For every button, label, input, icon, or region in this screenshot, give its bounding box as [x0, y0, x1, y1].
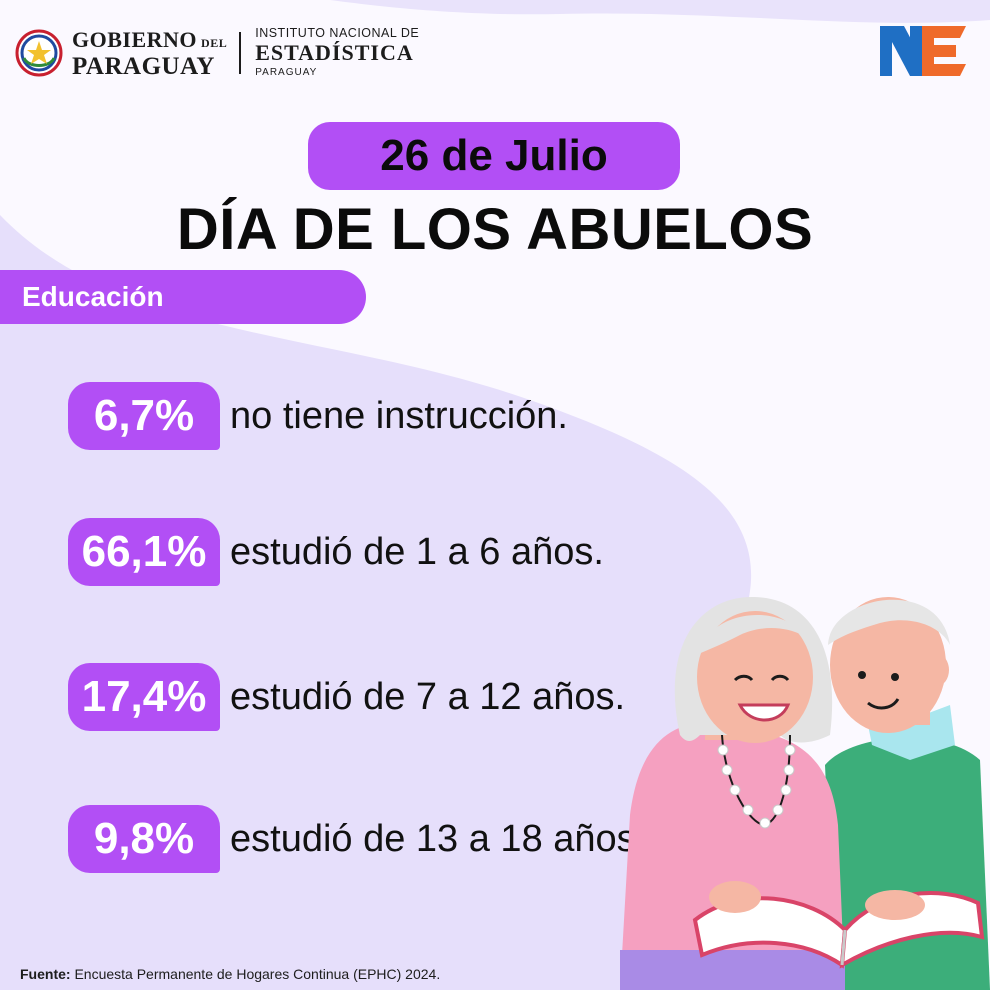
ine-line1: INSTITUTO NACIONAL DE — [255, 26, 420, 40]
source-label: Fuente: — [20, 966, 71, 982]
source-note: Fuente: Encuesta Permanente de Hogares C… — [20, 966, 440, 982]
gobierno-line1: GOBIERNO — [72, 26, 198, 52]
paraguay-seal-icon — [15, 29, 63, 77]
source-text: Encuesta Permanente de Hogares Continua … — [74, 966, 441, 982]
gobierno-line2: PARAGUAY — [72, 52, 215, 80]
logo-divider — [239, 32, 242, 74]
ine-text: INSTITUTO NACIONAL DE ESTADÍSTICA PARAGU… — [255, 25, 419, 81]
stat-row: 66,1% estudió de 1 a 6 años. — [68, 518, 604, 586]
stat-value: 9,8% — [68, 805, 220, 873]
stat-row: 9,8% estudió de 13 a 18 años. — [68, 805, 646, 873]
stat-value: 6,7% — [68, 382, 220, 450]
stat-row: 17,4% estudió de 7 a 12 años. — [68, 663, 625, 731]
stat-text: estudió de 1 a 6 años. — [230, 530, 604, 573]
gobierno-text: GOBIERNO DEL PARAGUAY — [72, 26, 228, 80]
ine-logo-icon — [880, 26, 966, 76]
page-title: DÍA DE LOS ABUELOS — [176, 197, 814, 262]
ine-line2: ESTADÍSTICA — [255, 40, 414, 65]
stat-text: estudió de 7 a 12 años. — [230, 675, 626, 718]
stat-value: 66,1% — [68, 518, 220, 586]
elderly-couple-illustration — [620, 596, 990, 990]
gobierno-del: DEL — [201, 35, 228, 50]
stat-text: estudió de 13 a 18 años. — [230, 817, 647, 860]
gobierno-logo: GOBIERNO DEL PARAGUAY INSTITUTO NACIONAL … — [14, 26, 419, 80]
stat-text: no tiene instrucción. — [230, 394, 568, 437]
stat-value: 17,4% — [68, 663, 220, 731]
ine-line3: PARAGUAY — [255, 67, 318, 78]
date-pill: 26 de Julio — [308, 122, 680, 190]
section-label: Educación — [0, 270, 366, 324]
stat-row: 6,7% no tiene instrucción. — [68, 382, 568, 450]
